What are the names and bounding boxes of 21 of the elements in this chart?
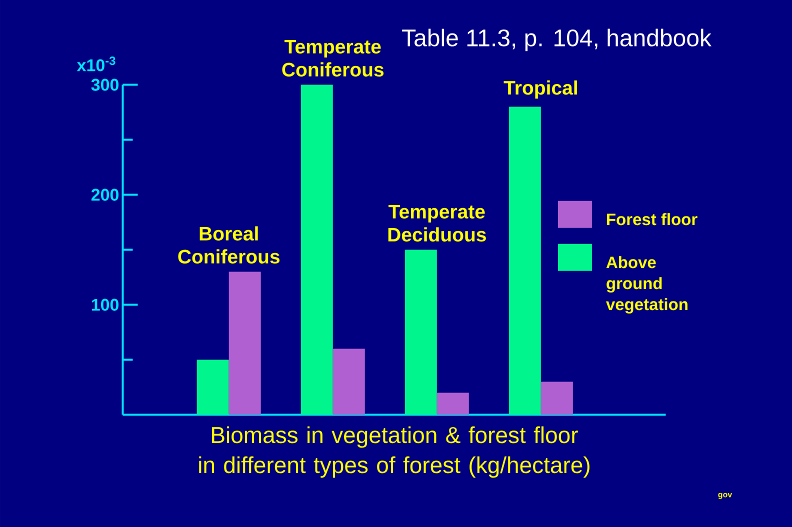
x-axis-title: Biomass in vegetation & forest floor in different types of forest (kg/hectare) — [199, 426, 590, 478]
bar — [196, 360, 229, 415]
x-tick-label: Temperate Coniferous — [282, 40, 384, 77]
x-tick-label: Boreal Coniferous — [178, 226, 280, 264]
bar — [404, 250, 437, 415]
bar — [540, 382, 573, 415]
legend-label: Above ground vegetation — [606, 256, 688, 314]
bar — [508, 106, 541, 415]
y-tick-label: 200 — [91, 188, 119, 201]
y-tick-label: 100 — [92, 298, 119, 311]
caption: Table 11.3, p. 104, handbook — [402, 28, 712, 52]
y-tick-label: 300 — [91, 78, 119, 91]
x-tick-label: Tropical — [504, 80, 577, 99]
bar — [228, 272, 261, 415]
text: gov — [718, 492, 732, 499]
bar — [332, 348, 365, 415]
y-axis-title: x10$^{-3}$ — [76, 56, 116, 72]
x-tick-label: Temperate Deciduous — [388, 204, 486, 242]
bar — [436, 392, 469, 415]
legend-label: Forest floor — [607, 213, 698, 226]
bar — [300, 84, 333, 415]
